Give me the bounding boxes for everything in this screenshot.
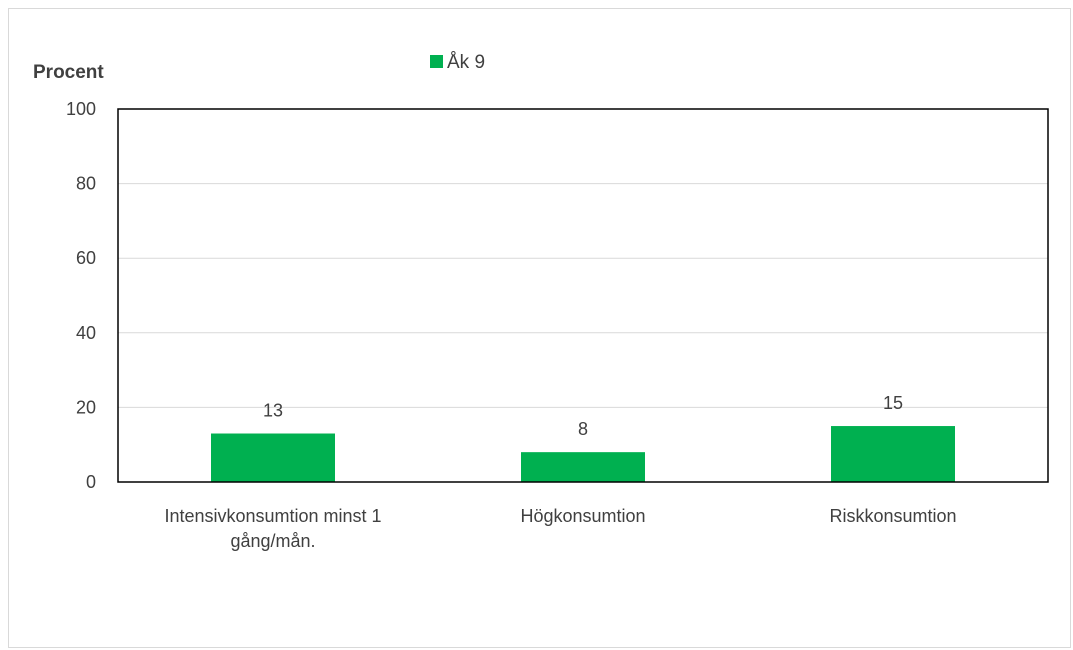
x-axis-categories: Intensivkonsumtion minst 1 gång/mån. Högko…	[164, 506, 956, 551]
x-category-label-line: Riskkonsumtion	[829, 506, 956, 526]
data-label: 15	[883, 393, 903, 413]
legend-label-ak9: Åk 9	[447, 52, 485, 73]
data-labels: 13 8 15	[263, 393, 903, 439]
bar	[521, 452, 645, 482]
bars	[211, 426, 955, 482]
x-category-label-line: Högkonsumtion	[520, 506, 645, 526]
x-category-label-line: Intensivkonsumtion minst 1	[164, 506, 381, 526]
bar	[211, 433, 335, 482]
y-axis-ticks: 0 20 40 60 80 100	[66, 99, 96, 492]
legend-swatch-ak9	[430, 55, 443, 68]
y-tick-label: 100	[66, 99, 96, 119]
y-tick-label: 80	[76, 174, 96, 194]
data-label: 13	[263, 401, 283, 421]
y-axis-title: Procent	[33, 62, 104, 83]
y-tick-label: 60	[76, 248, 96, 268]
y-tick-label: 20	[76, 397, 96, 417]
data-label: 8	[578, 419, 588, 439]
plot-area-border	[117, 108, 1049, 483]
x-category-label: Riskkonsumtion	[829, 506, 956, 526]
chart-frame	[8, 8, 1071, 648]
x-category-label-line: gång/mån.	[230, 531, 315, 551]
legend: Åk 9	[430, 52, 485, 73]
y-tick-label: 0	[86, 472, 96, 492]
x-category-label: Högkonsumtion	[520, 506, 645, 526]
gridlines	[118, 183, 1048, 408]
bar	[831, 426, 955, 482]
y-tick-label: 40	[76, 323, 96, 343]
x-category-label: Intensivkonsumtion minst 1 gång/mån.	[164, 506, 381, 551]
